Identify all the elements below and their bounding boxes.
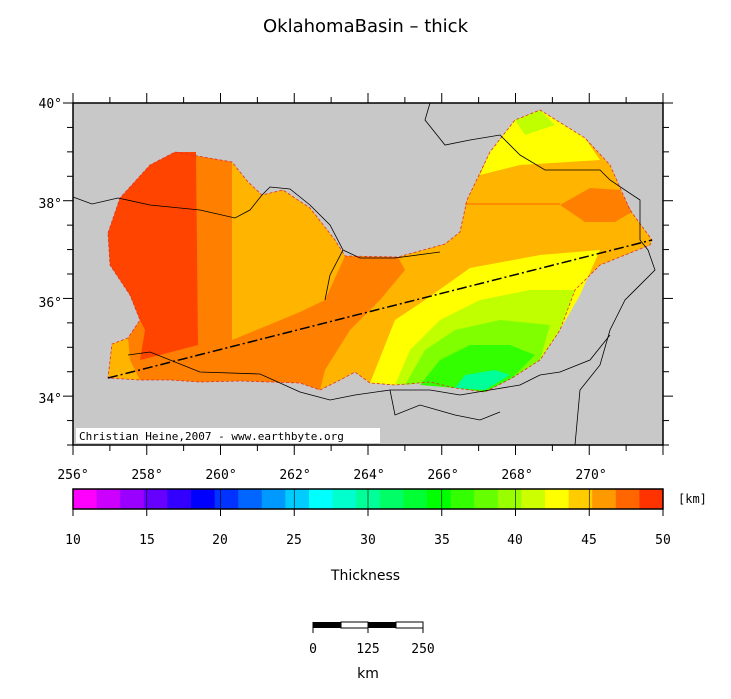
scale-seg [395,621,424,629]
colorbar-swatch [96,489,121,509]
credit-box [76,428,380,443]
lon-label: 266° [427,468,458,483]
credit-text: Christian Heine,2007 - www.earthbyte.org [79,430,344,443]
colorbar-swatch [592,489,617,509]
boundary-line-5 [127,351,541,401]
scale-seg [313,622,341,628]
lon-label: 258° [131,468,162,483]
colorbar-swatch [309,489,334,509]
colorbar-swatch [143,489,168,509]
lat-label: 36° [39,296,62,311]
colorbar-swatch [568,489,593,509]
boundary-line-1 [72,186,344,301]
basin-outline [107,109,653,393]
colorbar-label: 35 [434,533,450,548]
colorbar-swatch [521,489,546,509]
scale-label: 125 [356,642,379,657]
colorbar-label: 10 [65,533,81,548]
colorbar-swatch [497,489,522,509]
colorbar-swatch [427,489,452,509]
colorbar-swatch [474,489,499,509]
basin-region [107,109,653,393]
colorbar-swatch [639,489,664,509]
colorbar-label: 20 [212,533,228,548]
scale-label: 250 [411,642,434,657]
scale-bar: 0 125 250 km [309,621,435,682]
colorbar-swatch [167,489,192,509]
colorbar-swatch [450,489,475,509]
colorbar-swatch [403,489,428,509]
map-title: OklahomaBasin – thick [262,16,468,37]
lon-label: 256° [57,468,88,483]
boundary-line-3 [424,102,641,240]
lat-label: 40° [39,97,62,112]
colorbar-title: Thickness [330,568,401,584]
lon-label: 268° [501,468,532,483]
colorbar-swatch [332,489,357,509]
state-boundaries [72,102,656,446]
basin-ne-green-cap [515,110,555,135]
lon-labels: 256° 258° 260° 262° 264° 266° 268° 270° [57,468,606,483]
boundary-line-4 [574,239,656,446]
colorbar-swatch [238,489,263,509]
colorbar-label: 40 [507,533,523,548]
colorbar-unit: [km] [678,492,707,506]
scale-seg [340,621,369,629]
colorbar-swatch [379,489,404,509]
colorbar-label: 30 [360,533,376,548]
colorbar-swatch [615,489,640,509]
scale-label: 0 [309,642,317,657]
basin-green-zone [420,345,535,392]
colorbar-frame [72,488,664,510]
boundary-line-7 [389,389,501,421]
colorbar-labels: 10 15 20 25 30 35 40 45 50 [65,533,671,548]
basin-east-lens [560,188,632,222]
colorbar-swatch [120,489,145,509]
colorbar-swatch [191,489,216,509]
boundary-line-2 [342,249,441,259]
lon-label: 264° [353,468,384,483]
colorbar-label: 50 [655,533,671,548]
basin-red-zone [108,152,198,360]
basin-ne-yellow-zone [480,110,600,175]
lon-label: 260° [205,468,236,483]
colorbar-label: 45 [581,533,597,548]
colorbar-swatch [214,489,239,509]
colorbar-label: 25 [286,533,302,548]
lon-label: 262° [279,468,310,483]
lat-label: 38° [39,197,62,212]
map-ticks [63,93,673,455]
colorbar-swatch [545,489,570,509]
boundary-line-6 [539,334,611,376]
scale-unit: km [357,666,379,682]
lat-labels: 40° 38° 36° 34° [39,97,62,407]
scale-seg [368,622,396,628]
basin-cyan-zone [455,370,510,390]
colorbar-label: 15 [139,533,155,548]
colorbar-swatch [285,489,310,509]
colorbar [72,489,664,516]
cross-section-line [107,239,653,379]
colorbar-swatch [261,489,286,509]
lon-label: 270° [575,468,606,483]
lat-label: 34° [39,392,62,407]
colorbar-swatch [73,489,98,509]
